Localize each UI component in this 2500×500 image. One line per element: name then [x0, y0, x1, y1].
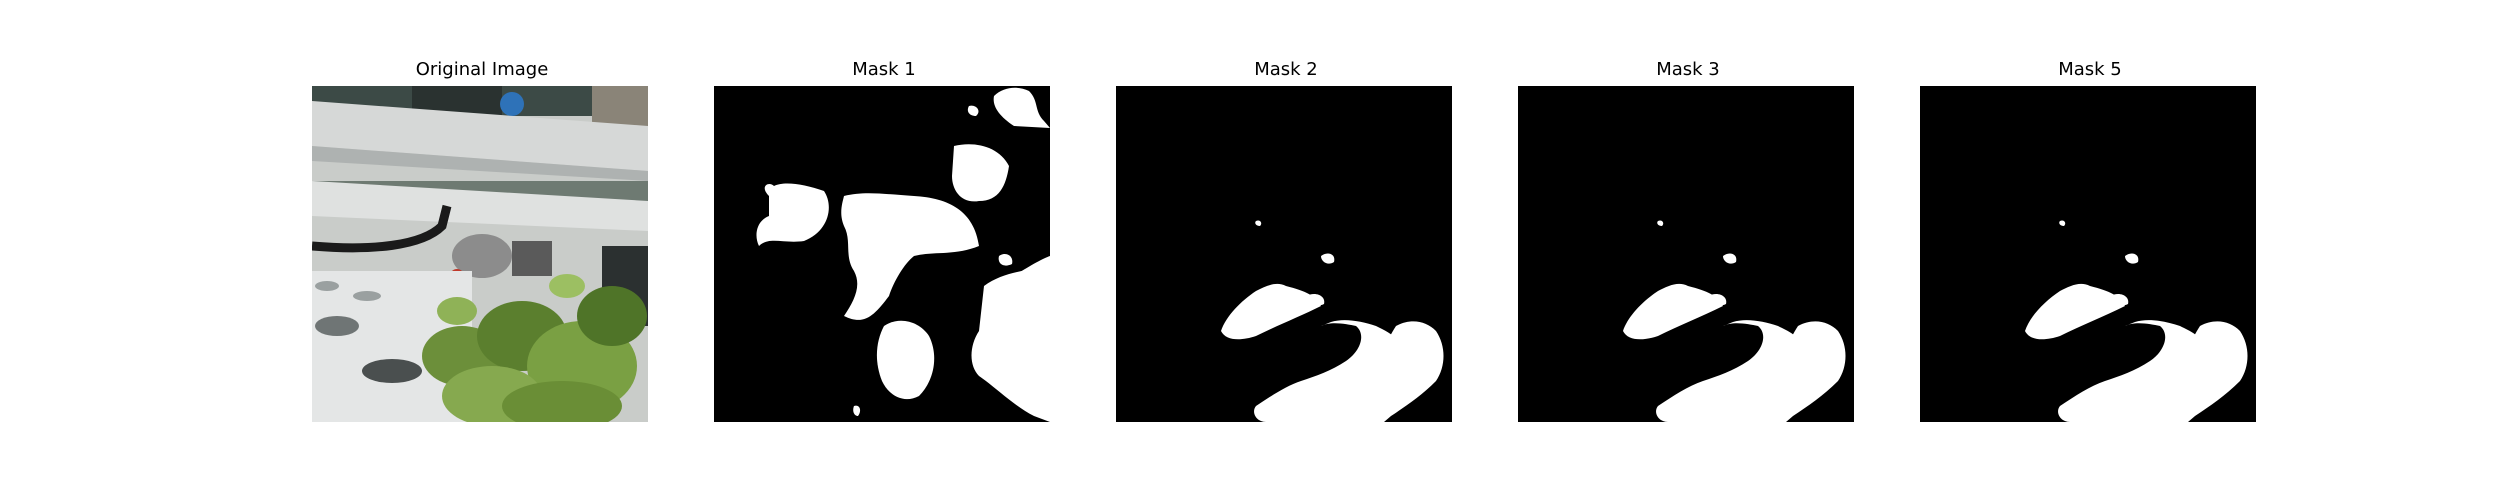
panel-original-image: Original Image — [312, 56, 652, 422]
panel-mask-3: Mask 3 — [1518, 56, 1858, 422]
panel-title: Mask 3 — [1656, 59, 1720, 80]
mask-1-image — [714, 86, 1050, 422]
panel-mask-5: Mask 5 — [1920, 56, 2260, 422]
mask-5-image — [1920, 86, 2256, 422]
panel-mask-2: Mask 2 — [1116, 56, 1456, 422]
panel-title: Mask 5 — [2058, 59, 2122, 80]
panel-mask-1: Mask 1 — [714, 56, 1054, 422]
mask-3-image — [1518, 86, 1854, 422]
panel-title: Original Image — [415, 59, 549, 80]
panel-title: Mask 2 — [1254, 59, 1318, 80]
mask-2-image — [1116, 86, 1452, 422]
panel-title: Mask 1 — [852, 59, 916, 80]
original-image — [312, 86, 648, 422]
